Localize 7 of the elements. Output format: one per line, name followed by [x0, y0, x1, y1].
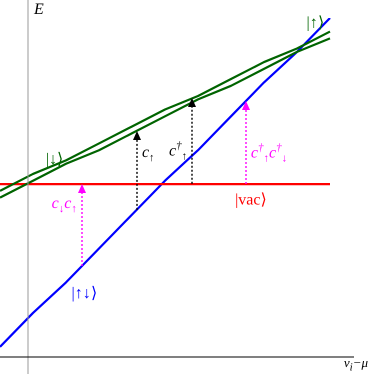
annotation: c$_{↓}$c$_{↑}$ [52, 195, 77, 218]
series-label: |↑↓⟩ [72, 284, 97, 302]
series-label: |↑⟩ [306, 14, 324, 32]
series-label: |vac⟩ [235, 191, 267, 208]
annotation: c$_{↑}$ [142, 144, 155, 166]
x-axis-title: v$_{i}$−μ [344, 355, 368, 374]
y-axis-title: E [34, 1, 44, 18]
